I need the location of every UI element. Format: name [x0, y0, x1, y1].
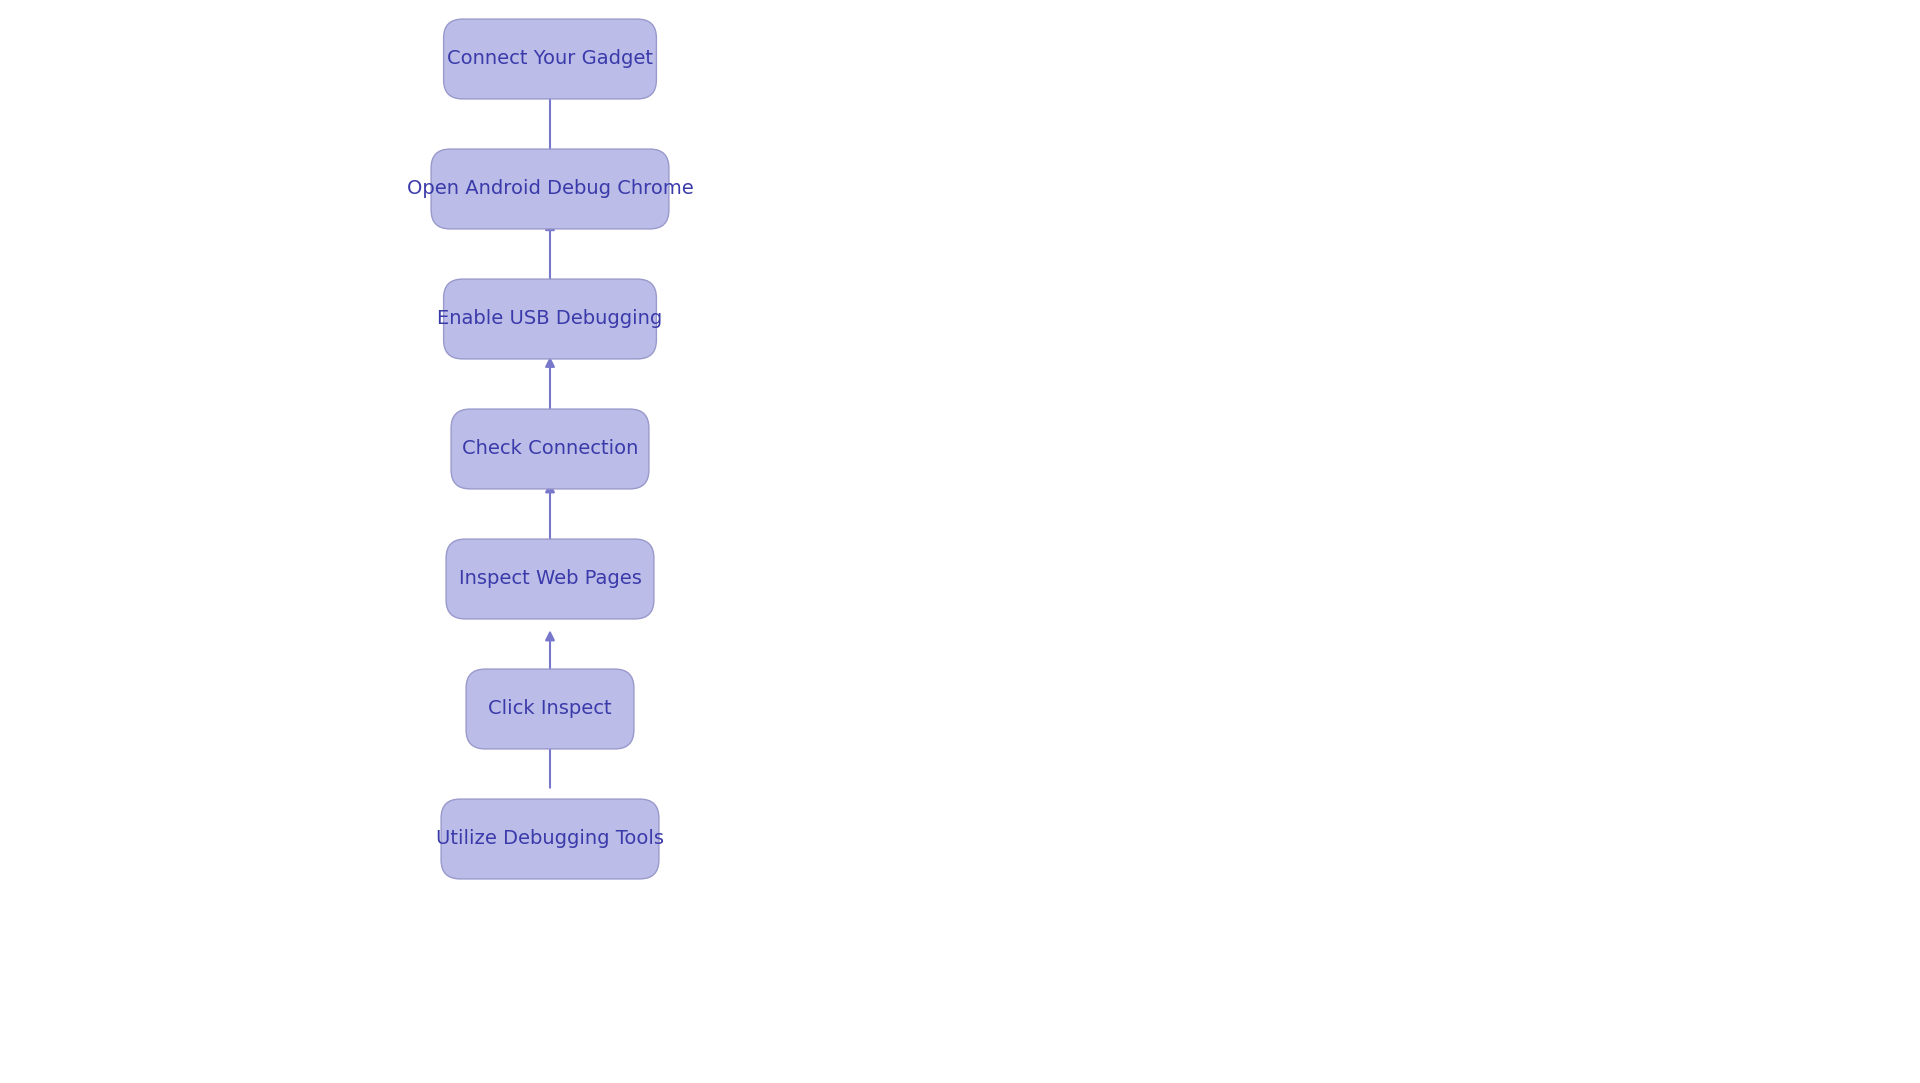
Text: Open Android Debug Chrome: Open Android Debug Chrome: [407, 180, 693, 198]
Text: Click Inspect: Click Inspect: [488, 700, 612, 718]
FancyBboxPatch shape: [451, 409, 649, 488]
Text: Inspect Web Pages: Inspect Web Pages: [459, 570, 641, 588]
FancyBboxPatch shape: [432, 149, 668, 229]
Text: Utilize Debugging Tools: Utilize Debugging Tools: [436, 830, 664, 848]
FancyBboxPatch shape: [442, 799, 659, 879]
Text: Check Connection: Check Connection: [463, 440, 637, 458]
FancyBboxPatch shape: [445, 539, 655, 618]
Text: Connect Your Gadget: Connect Your Gadget: [447, 50, 653, 68]
FancyBboxPatch shape: [467, 669, 634, 749]
FancyBboxPatch shape: [444, 279, 657, 358]
FancyBboxPatch shape: [444, 19, 657, 99]
Text: Enable USB Debugging: Enable USB Debugging: [438, 310, 662, 328]
